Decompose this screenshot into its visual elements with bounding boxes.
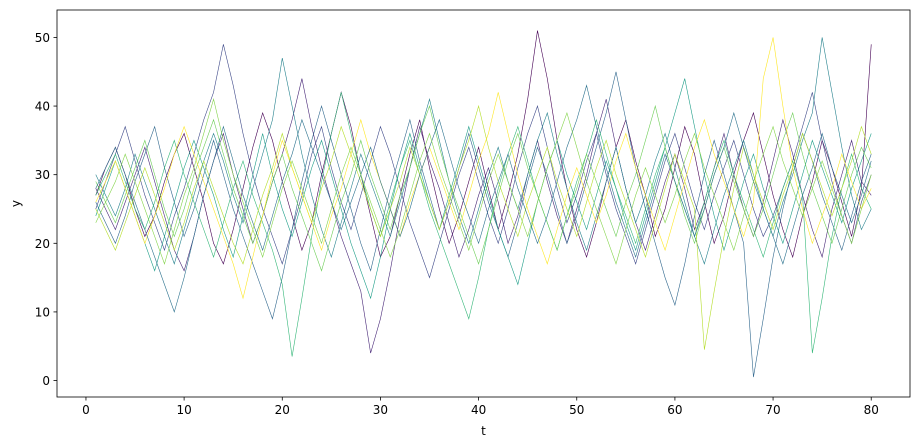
series-line [95,37,872,265]
series-line [95,37,872,300]
x-tick-label: 30 [373,403,388,417]
x-tick-label: 70 [765,403,780,417]
x-tick-label: 50 [569,403,584,417]
plot-frame [56,9,911,398]
y-tick-label: 10 [35,305,50,319]
series-line [95,84,872,313]
x-tick-label: 40 [471,403,486,417]
x-tick-label: 60 [667,403,682,417]
x-tick-label: 0 [82,403,90,417]
series-line [95,98,872,265]
lines [95,30,872,378]
x-axis-label: t [481,424,486,438]
series-line [95,71,872,378]
series-line [95,78,872,354]
series-line [95,78,872,300]
y-tick-label: 40 [35,100,50,114]
y-axis-label: y [9,200,23,207]
x-tick-label: 80 [864,403,879,417]
series-line [95,104,872,272]
y-tick-label: 0 [42,374,50,388]
series-line [95,44,872,279]
y-tick-label: 30 [35,168,50,182]
x-tick-label: 10 [176,403,191,417]
y-tick-label: 50 [35,31,50,45]
x-tick-label: 20 [275,403,290,417]
series-line [95,104,872,350]
series-line [95,30,872,265]
series-line [95,92,872,357]
y-tick-label: 20 [35,237,50,251]
